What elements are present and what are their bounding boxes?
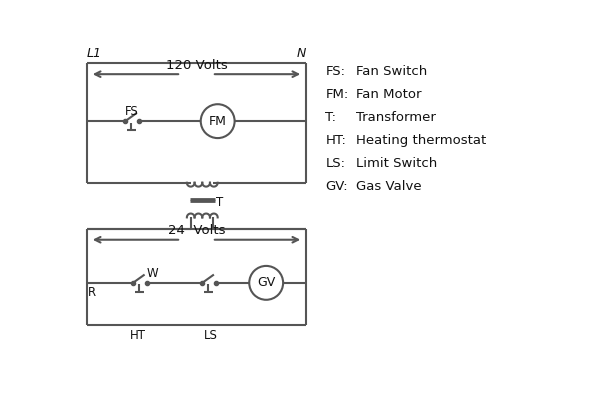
Text: LS: LS xyxy=(204,329,218,342)
Text: Heating thermostat: Heating thermostat xyxy=(356,134,487,147)
Text: 24  Volts: 24 Volts xyxy=(168,224,225,238)
Text: Fan Switch: Fan Switch xyxy=(356,65,428,78)
Text: HT: HT xyxy=(130,329,146,342)
Text: N: N xyxy=(297,46,306,60)
Text: FS:: FS: xyxy=(326,65,346,78)
Text: T:: T: xyxy=(326,111,336,124)
Text: HT:: HT: xyxy=(326,134,346,147)
Text: LS:: LS: xyxy=(326,157,346,170)
Text: FM: FM xyxy=(209,115,227,128)
Text: Fan Motor: Fan Motor xyxy=(356,88,422,101)
Text: L1: L1 xyxy=(87,46,101,60)
Text: T: T xyxy=(216,196,224,208)
Text: FM:: FM: xyxy=(326,88,349,101)
Text: GV: GV xyxy=(257,276,276,289)
Text: Transformer: Transformer xyxy=(356,111,436,124)
Text: GV:: GV: xyxy=(326,180,348,194)
Text: 120 Volts: 120 Volts xyxy=(166,59,227,72)
Text: FS: FS xyxy=(125,105,139,118)
Text: Limit Switch: Limit Switch xyxy=(356,157,438,170)
Text: Gas Valve: Gas Valve xyxy=(356,180,422,194)
Text: W: W xyxy=(147,267,159,280)
Text: R: R xyxy=(88,286,96,299)
